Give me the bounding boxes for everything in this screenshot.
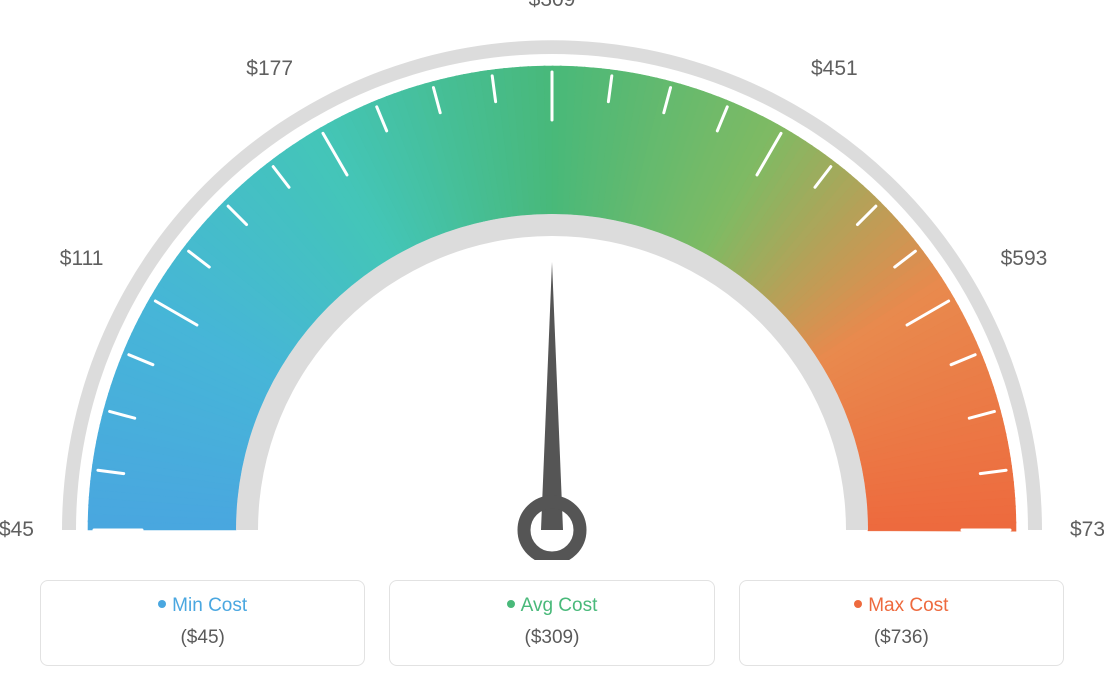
gauge-tick-label: $309 bbox=[529, 0, 576, 12]
legend-min-label: Min Cost bbox=[172, 595, 247, 616]
dot-icon bbox=[158, 600, 166, 608]
dot-icon bbox=[507, 600, 515, 608]
gauge-svg bbox=[0, 0, 1104, 560]
legend-avg-value: ($309) bbox=[400, 627, 703, 649]
legend-max-value: ($736) bbox=[750, 627, 1053, 649]
gauge-tick-label: $111 bbox=[60, 247, 104, 271]
gauge-tick-label: $177 bbox=[246, 57, 293, 81]
gauge-area: $45 $111 $177 $309 $451 $593 $736 bbox=[0, 0, 1104, 560]
legend-avg: Avg Cost ($309) bbox=[389, 580, 714, 666]
gauge-tick-label: $451 bbox=[811, 57, 858, 81]
legend-max: Max Cost ($736) bbox=[739, 580, 1064, 666]
legend-max-label: Max Cost bbox=[868, 595, 948, 616]
cost-gauge-chart: $45 $111 $177 $309 $451 $593 $736 Min Cost ($4… bbox=[0, 0, 1104, 690]
legend-avg-label: Avg Cost bbox=[521, 595, 598, 616]
legend-max-title: Max Cost bbox=[750, 595, 1053, 617]
legend-min: Min Cost ($45) bbox=[40, 580, 365, 666]
legend-row: Min Cost ($45) Avg Cost ($309) Max Cost … bbox=[40, 580, 1064, 666]
legend-min-title: Min Cost bbox=[51, 595, 354, 617]
gauge-tick-label: $45 bbox=[0, 518, 34, 542]
gauge-tick-label: $736 bbox=[1070, 518, 1104, 542]
gauge-tick-label: $593 bbox=[1001, 247, 1048, 271]
legend-min-value: ($45) bbox=[51, 627, 354, 649]
dot-icon bbox=[854, 600, 862, 608]
legend-avg-title: Avg Cost bbox=[400, 595, 703, 617]
